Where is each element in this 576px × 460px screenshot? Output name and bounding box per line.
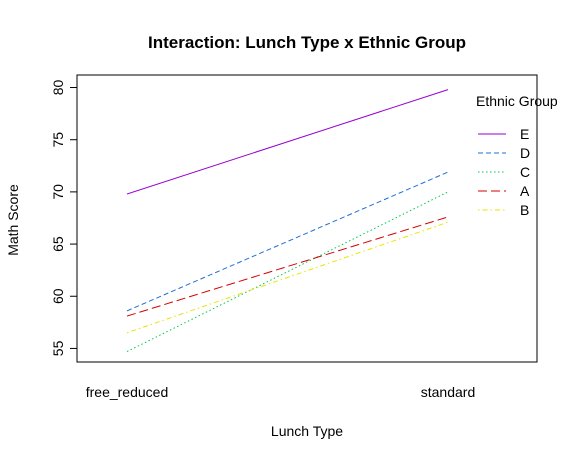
legend-title: Ethnic Group	[476, 93, 558, 109]
legend-label-A: A	[520, 183, 530, 199]
legend-label-C: C	[520, 164, 530, 180]
y-tick-label: 70	[50, 184, 66, 200]
y-tick-label: 65	[50, 236, 66, 252]
y-tick-label: 80	[50, 80, 66, 96]
series-line-A	[126, 216, 449, 317]
y-tick-label: 60	[50, 288, 66, 304]
x-axis: free_reduced standard	[86, 384, 476, 400]
y-axis: 55 60 65 70 75 80	[50, 80, 78, 356]
y-axis-label: Math Score	[5, 184, 21, 256]
series-line-C	[126, 191, 449, 353]
series-line-D	[126, 171, 449, 312]
x-tick-label: free_reduced	[86, 384, 169, 400]
series-lines	[126, 89, 449, 353]
x-tick-label: standard	[421, 384, 475, 400]
chart-title: Interaction: Lunch Type x Ethnic Group	[148, 33, 466, 52]
legend-label-D: D	[520, 145, 530, 161]
legend-label-E: E	[520, 126, 529, 142]
plot-area-frame	[76, 74, 538, 363]
y-tick-label: 75	[50, 132, 66, 148]
x-axis-label: Lunch Type	[271, 423, 343, 439]
legend-label-B: B	[520, 202, 529, 218]
series-line-B	[126, 221, 449, 334]
series-line-E	[126, 89, 449, 195]
y-tick-label: 55	[50, 340, 66, 356]
